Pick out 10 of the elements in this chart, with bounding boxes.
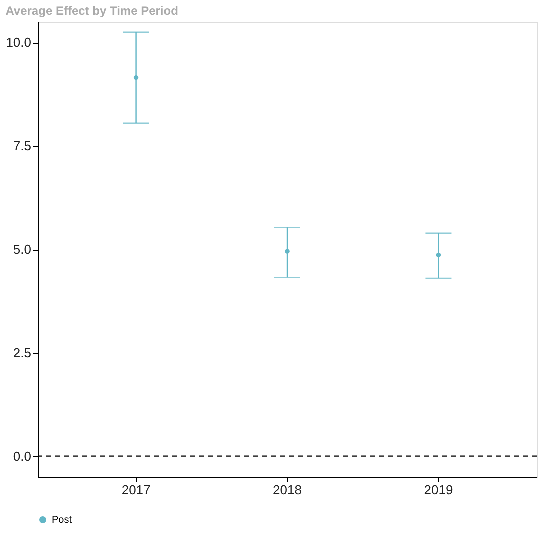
- x-tick-label: 2019: [424, 482, 454, 498]
- legend-label: Post: [52, 515, 72, 526]
- y-tick-label: 2.5: [13, 345, 32, 360]
- x-tick-label: 2018: [273, 482, 302, 498]
- x-tick-label: 2017: [122, 482, 151, 498]
- chart-title: Average Effect by Time Period: [6, 4, 178, 18]
- y-tick-label: 7.5: [13, 138, 32, 154]
- y-tick-label: 5.0: [13, 242, 32, 257]
- y-tick-label: 10.0: [6, 35, 32, 50]
- y-tick-label: 0.0: [13, 448, 32, 464]
